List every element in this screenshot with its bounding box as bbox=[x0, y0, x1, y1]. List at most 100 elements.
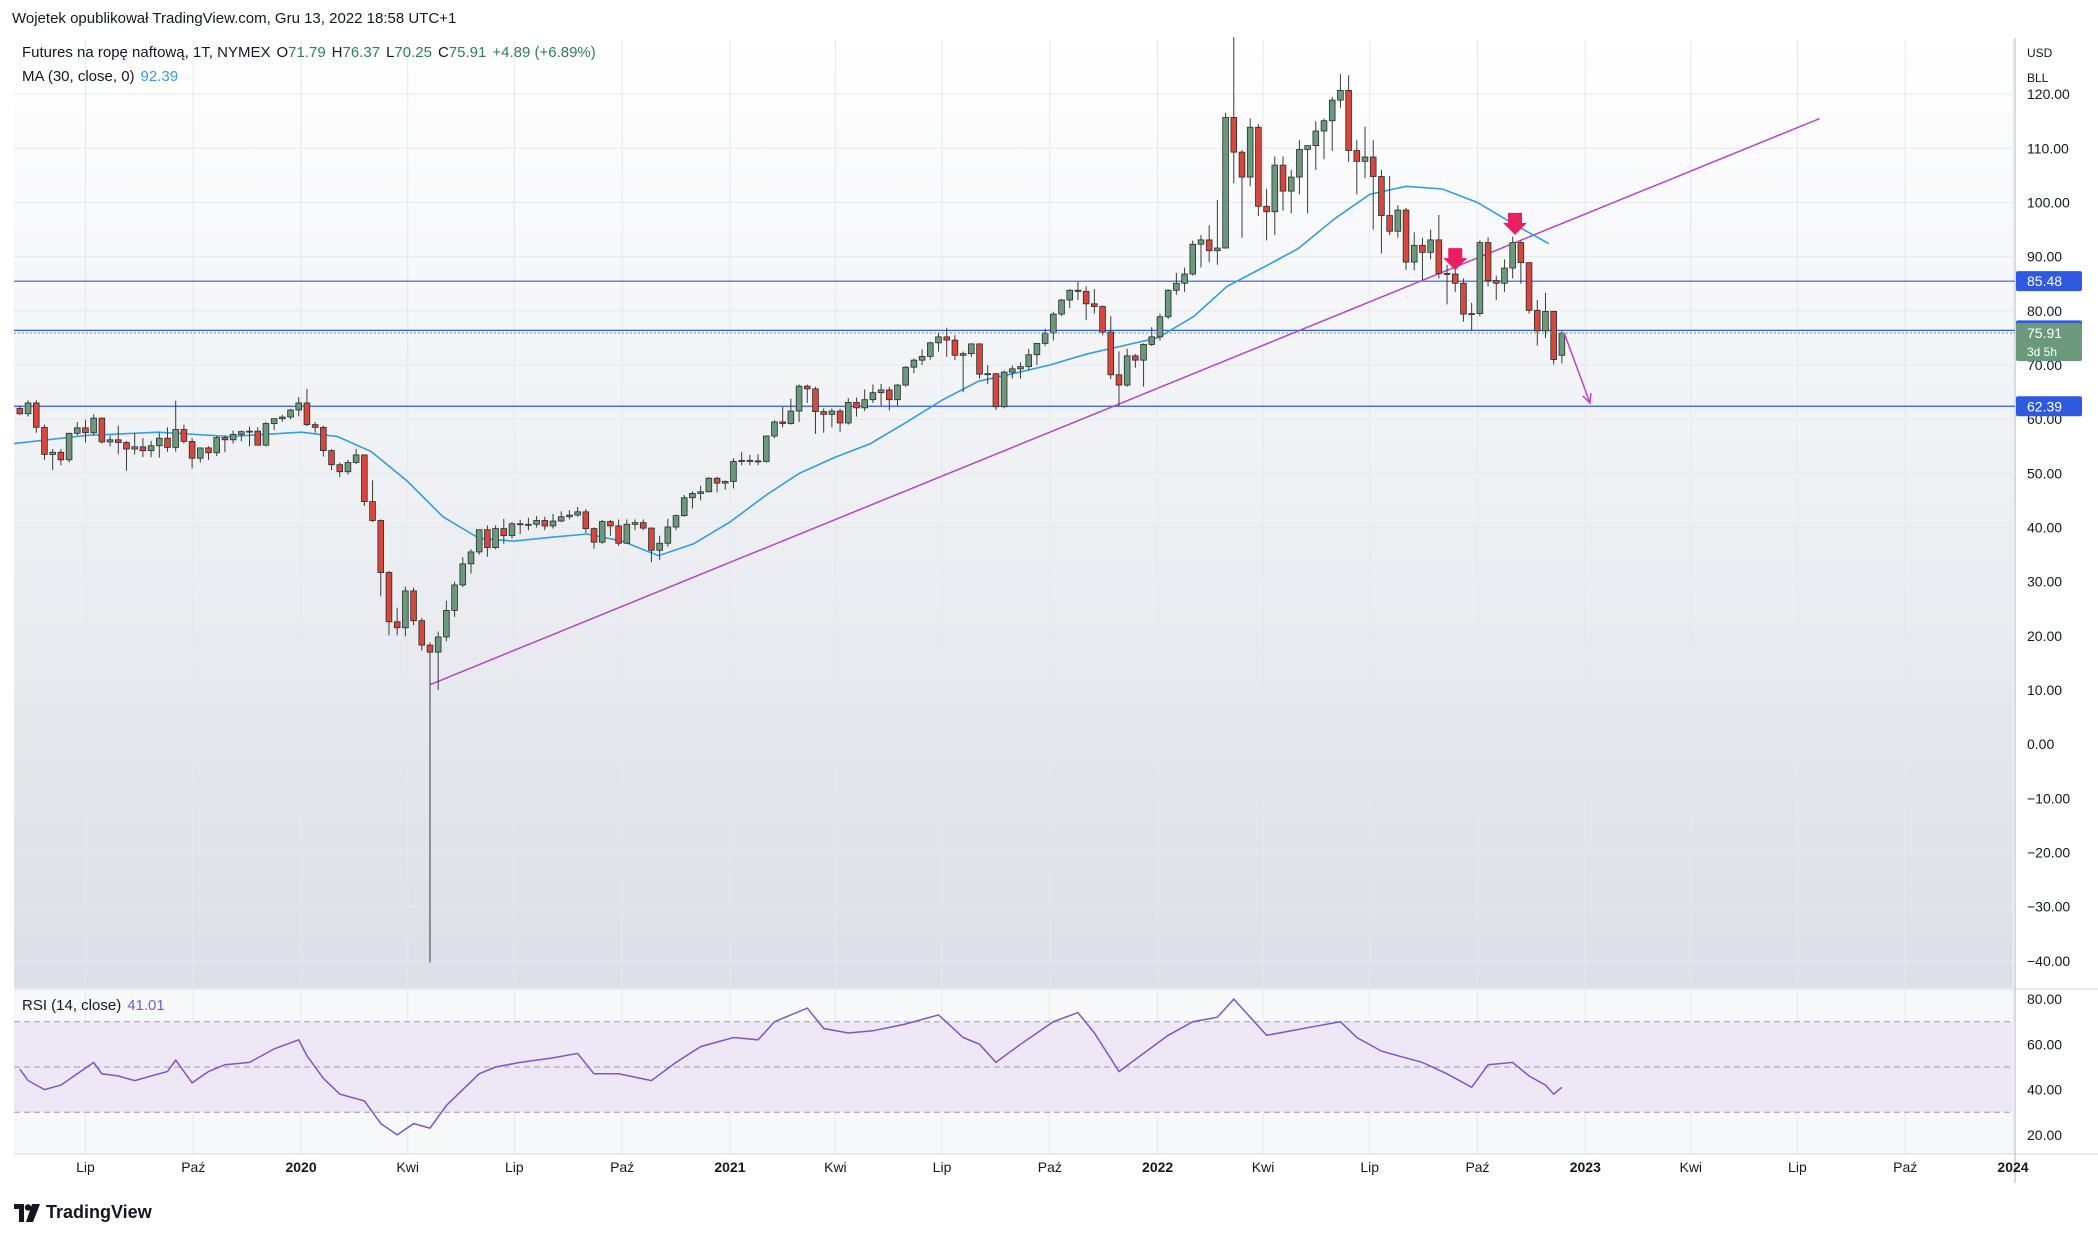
open-value: 71.79 bbox=[288, 44, 326, 61]
candle-down bbox=[820, 411, 827, 415]
candle-up bbox=[287, 409, 294, 418]
candle-up bbox=[918, 355, 926, 361]
candle-up bbox=[1287, 176, 1295, 192]
candle-up bbox=[1501, 267, 1508, 284]
candle-down bbox=[57, 451, 65, 461]
candle-up bbox=[869, 392, 877, 401]
candle-down bbox=[1263, 205, 1270, 213]
candle-down bbox=[303, 402, 311, 426]
candle-up bbox=[959, 353, 967, 356]
candle-up bbox=[787, 410, 795, 424]
candle-down bbox=[328, 450, 335, 466]
level-price-tag[interactable] bbox=[2016, 271, 2082, 292]
candle-up bbox=[730, 461, 737, 482]
candle-up bbox=[672, 515, 680, 528]
candle-down bbox=[32, 402, 40, 428]
candle-up bbox=[771, 421, 778, 437]
candle-up bbox=[434, 636, 442, 653]
ma-value: 92.39 bbox=[140, 68, 179, 85]
candle-up bbox=[197, 447, 204, 459]
candle-up bbox=[680, 497, 688, 517]
candle-up bbox=[1009, 368, 1016, 373]
open-label: O bbox=[276, 44, 289, 61]
trendline[interactable] bbox=[429, 117, 1820, 686]
candle-down bbox=[804, 385, 811, 390]
sell-signal-arrow-icon[interactable] bbox=[1503, 212, 1528, 235]
rsi-band-fill bbox=[14, 1021, 2013, 1113]
candle-down bbox=[1115, 374, 1123, 386]
candle-up bbox=[1025, 354, 1033, 368]
candle-up bbox=[525, 523, 532, 526]
price-axis-tick-label: 30.00 bbox=[2027, 574, 2062, 590]
candle-up bbox=[828, 410, 836, 415]
candle-down bbox=[812, 388, 819, 413]
candle-down bbox=[377, 520, 385, 573]
price-axis-tick-label: 80.00 bbox=[2027, 303, 2062, 319]
candle-down bbox=[1451, 273, 1459, 284]
price-axis-tick-label: 70.00 bbox=[2027, 357, 2062, 373]
candle-down bbox=[1353, 150, 1361, 162]
candle-down bbox=[385, 572, 393, 623]
candle-up bbox=[1164, 289, 1172, 318]
candle-down bbox=[886, 389, 893, 401]
rsi-label[interactable]: RSI (14, close) bbox=[22, 997, 122, 1014]
candle-down bbox=[779, 421, 786, 424]
candle-up bbox=[1222, 117, 1229, 249]
candle-up bbox=[566, 514, 573, 518]
time-axis-tick-label: Paź bbox=[1038, 1159, 1062, 1175]
candle-up bbox=[1337, 89, 1344, 101]
candle-down bbox=[188, 441, 196, 459]
level-price-tag[interactable] bbox=[2016, 396, 2082, 417]
time-axis-tick-label: Kwi bbox=[824, 1159, 847, 1175]
tradingview-brand[interactable]: TradingView bbox=[14, 1202, 152, 1223]
candle-up bbox=[238, 431, 245, 435]
candle-up bbox=[861, 399, 868, 409]
candle-down bbox=[1074, 289, 1082, 292]
candle-down bbox=[1484, 242, 1492, 281]
time-axis-tick-label: 2022 bbox=[1142, 1159, 1173, 1175]
candle-up bbox=[1320, 120, 1328, 132]
candle-down bbox=[1082, 290, 1090, 305]
sell-signal-arrow-icon[interactable] bbox=[1443, 248, 1468, 271]
candle-up bbox=[106, 439, 114, 443]
candle-down bbox=[369, 501, 376, 521]
candle-down bbox=[254, 430, 261, 446]
last-price-tag[interactable] bbox=[2016, 323, 2082, 362]
time-axis-tick-label: Paź bbox=[1893, 1159, 1917, 1175]
candle-down bbox=[1517, 242, 1525, 264]
candle-up bbox=[295, 402, 303, 411]
ma-label[interactable]: MA (30, close, 0) bbox=[22, 68, 135, 85]
candle-down bbox=[221, 437, 229, 441]
candle-down bbox=[754, 460, 762, 463]
close-value: 75.91 bbox=[448, 44, 487, 61]
candle-down bbox=[836, 410, 844, 424]
candle-down bbox=[418, 620, 426, 646]
candle-down bbox=[320, 426, 327, 452]
price-axis-tick-label: 50.00 bbox=[2027, 465, 2062, 481]
candle-down bbox=[1238, 151, 1246, 178]
candle-down bbox=[361, 454, 368, 502]
candle-down bbox=[1279, 164, 1287, 192]
price-pane-background bbox=[14, 40, 2013, 988]
symbol-name[interactable]: Futures na ropę naftową, 1T, NYMEX bbox=[22, 44, 271, 61]
candle-down bbox=[516, 523, 524, 526]
candle-up bbox=[1181, 273, 1188, 284]
rsi-axis-tick-label: 60.00 bbox=[2027, 1036, 2062, 1052]
candle-up bbox=[1033, 342, 1041, 356]
candle-up bbox=[1000, 371, 1008, 408]
candle-down bbox=[648, 527, 655, 551]
candle-up bbox=[1328, 99, 1336, 122]
candle-up bbox=[508, 523, 516, 537]
candle-up bbox=[475, 529, 483, 553]
bar-countdown-label: 3d 5h bbox=[2027, 345, 2057, 359]
rsi-line[interactable] bbox=[19, 997, 1563, 1136]
brand-name: TradingView bbox=[46, 1202, 152, 1222]
candle-up bbox=[1058, 299, 1065, 315]
candle-down bbox=[1419, 244, 1426, 253]
ma-line[interactable] bbox=[13, 185, 1550, 557]
low-label: L bbox=[386, 44, 395, 61]
candle-up bbox=[795, 385, 803, 412]
projection-arrow-line[interactable] bbox=[1563, 332, 1591, 404]
